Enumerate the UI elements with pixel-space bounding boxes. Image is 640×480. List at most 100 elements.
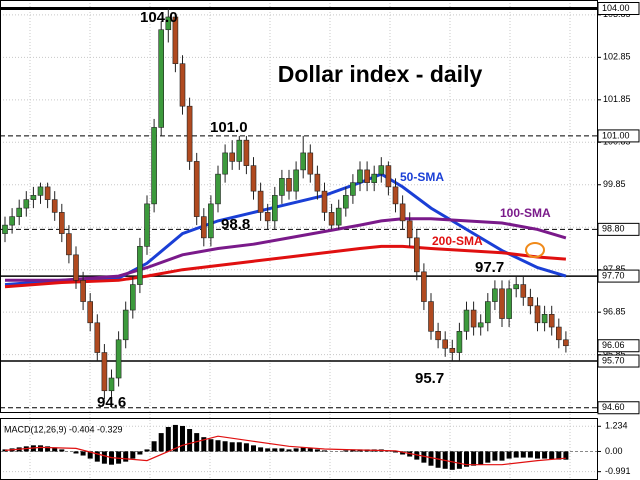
candle-body — [563, 339, 569, 347]
macd-tick-label: -0.991 — [605, 466, 631, 476]
candle-body — [534, 305, 541, 324]
signal-line — [4, 435, 566, 466]
candle-body — [371, 173, 378, 183]
macd-bar — [350, 449, 356, 452]
candle-body — [179, 63, 186, 107]
sma-label: 200-SMA — [432, 234, 483, 248]
macd-bar — [456, 451, 462, 469]
macd-bar — [549, 451, 555, 460]
macd-bar — [229, 442, 235, 452]
macd-bar — [123, 451, 129, 462]
candle-body — [158, 29, 164, 128]
price-annotation: 97.7 — [475, 259, 504, 276]
price-frame — [0, 0, 598, 413]
candle-body — [144, 203, 150, 247]
macd-bar — [535, 451, 540, 459]
macd-bar — [80, 451, 86, 456]
macd-bar — [279, 448, 285, 452]
candle-body — [264, 212, 271, 222]
candle-body — [44, 186, 51, 200]
candle-body — [527, 297, 534, 307]
candle-body — [335, 207, 342, 226]
price-box-label: 98.80 — [602, 224, 625, 234]
candle-body — [30, 195, 37, 200]
candle-body — [399, 203, 406, 222]
macd-bar — [563, 451, 569, 460]
macd-bar — [201, 437, 207, 452]
candle-body — [130, 284, 136, 311]
candle-body — [9, 216, 15, 226]
overlay: 50-SMA 100-SMA 200-SMA 104.0 101.0 98.8 97.7 95… — [97, 1, 640, 415]
candle-body — [435, 330, 441, 341]
macd-bar — [449, 451, 455, 470]
macd-bar — [471, 451, 477, 466]
price-box-label: 94.60 — [602, 402, 625, 412]
candle-body — [286, 178, 292, 192]
macd-bar — [222, 441, 228, 452]
price-box — [597, 269, 640, 283]
candle-body — [555, 326, 562, 341]
macd-bar — [158, 433, 164, 452]
candle-body — [300, 152, 307, 171]
macd-bar — [52, 447, 58, 452]
macd-bar — [478, 451, 484, 465]
macd-bar — [258, 447, 264, 452]
candle-body — [271, 195, 278, 222]
macd-bar — [272, 448, 278, 452]
macd-bar — [499, 451, 505, 461]
candle-body — [186, 105, 193, 162]
candle-body — [499, 288, 505, 319]
macd-bar — [87, 451, 93, 459]
candle-body — [314, 173, 321, 192]
macd-bar — [130, 451, 136, 459]
macd-bar — [520, 451, 526, 458]
price-box — [597, 401, 640, 415]
macd-tick-label: 0.00 — [605, 446, 623, 456]
price-annotation: 94.6 — [97, 394, 126, 411]
macd-bar — [137, 451, 143, 455]
macd-bar — [38, 445, 43, 452]
candle-body — [442, 339, 449, 349]
macd-bar — [343, 450, 349, 452]
macd-bar — [251, 445, 256, 452]
y-tick-label: 101.85 — [603, 94, 631, 104]
y-tick-label: 99.85 — [603, 179, 626, 189]
macd-bar — [101, 451, 107, 464]
sma-label: 50-SMA — [400, 170, 444, 184]
y-tick-label: 102.85 — [603, 52, 631, 62]
macd-bar — [393, 451, 398, 453]
candle-body — [101, 352, 108, 392]
macd-bar — [151, 441, 157, 452]
macd-bar — [236, 442, 242, 452]
macd-title: MACD(12,26,9) -0.404 -0.329 — [4, 424, 123, 434]
macd-bar — [556, 451, 562, 460]
candle-body — [250, 165, 257, 192]
macd-bar — [513, 451, 519, 458]
macd-bar — [116, 451, 122, 464]
candle-body — [2, 224, 8, 234]
candle-body — [328, 212, 335, 226]
candle-body — [378, 165, 385, 175]
macd-bar — [506, 451, 512, 459]
macd-bar — [314, 449, 320, 452]
candle-body — [115, 339, 122, 379]
candle-body — [307, 152, 314, 175]
candle-body — [484, 301, 491, 324]
chart-title: Dollar index - daily — [278, 61, 483, 87]
candle-body — [172, 16, 179, 65]
price-box-label: 95.70 — [602, 355, 625, 365]
macd-bar — [293, 448, 299, 452]
macd-bar — [400, 451, 406, 455]
candle-body — [321, 190, 328, 213]
macd-bar — [322, 450, 327, 452]
candle-body — [385, 165, 392, 188]
candle-body — [477, 322, 484, 328]
macd-bar — [215, 440, 221, 452]
candle-body — [492, 288, 498, 302]
candle-body — [357, 169, 363, 183]
candle-body — [541, 314, 548, 324]
macd-bar — [286, 449, 292, 452]
candle-body — [421, 271, 427, 302]
